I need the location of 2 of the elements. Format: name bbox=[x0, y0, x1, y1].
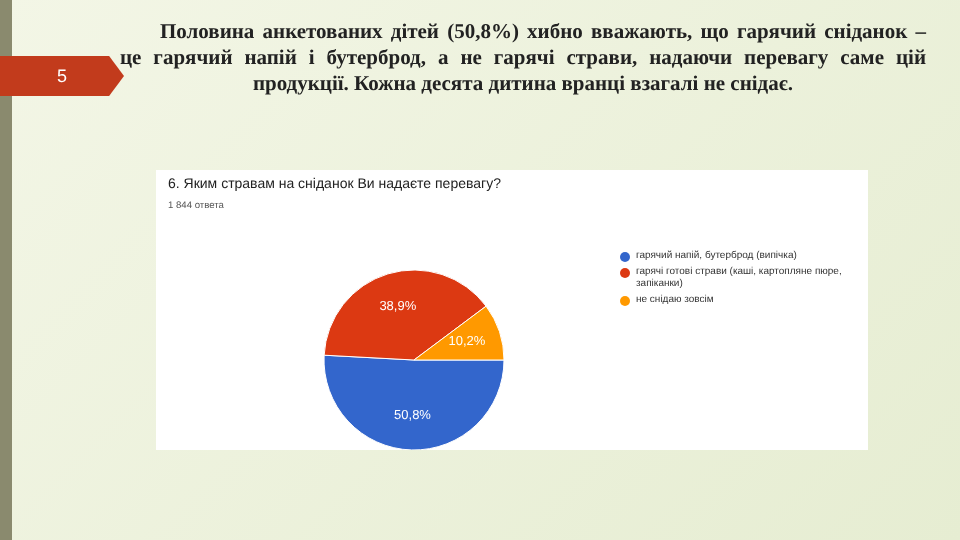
text: 5 bbox=[56, 66, 67, 86]
text: Половина анкетованих дітей (50,8%) хибно вважають, що гарячий сніданок – це гарячий напій і бутерброд, а не гарячі страви, надаючи перевагу саме цій продукції. Кожна десята дитина вранці взагалі не снідає. bbox=[120, 20, 926, 98]
